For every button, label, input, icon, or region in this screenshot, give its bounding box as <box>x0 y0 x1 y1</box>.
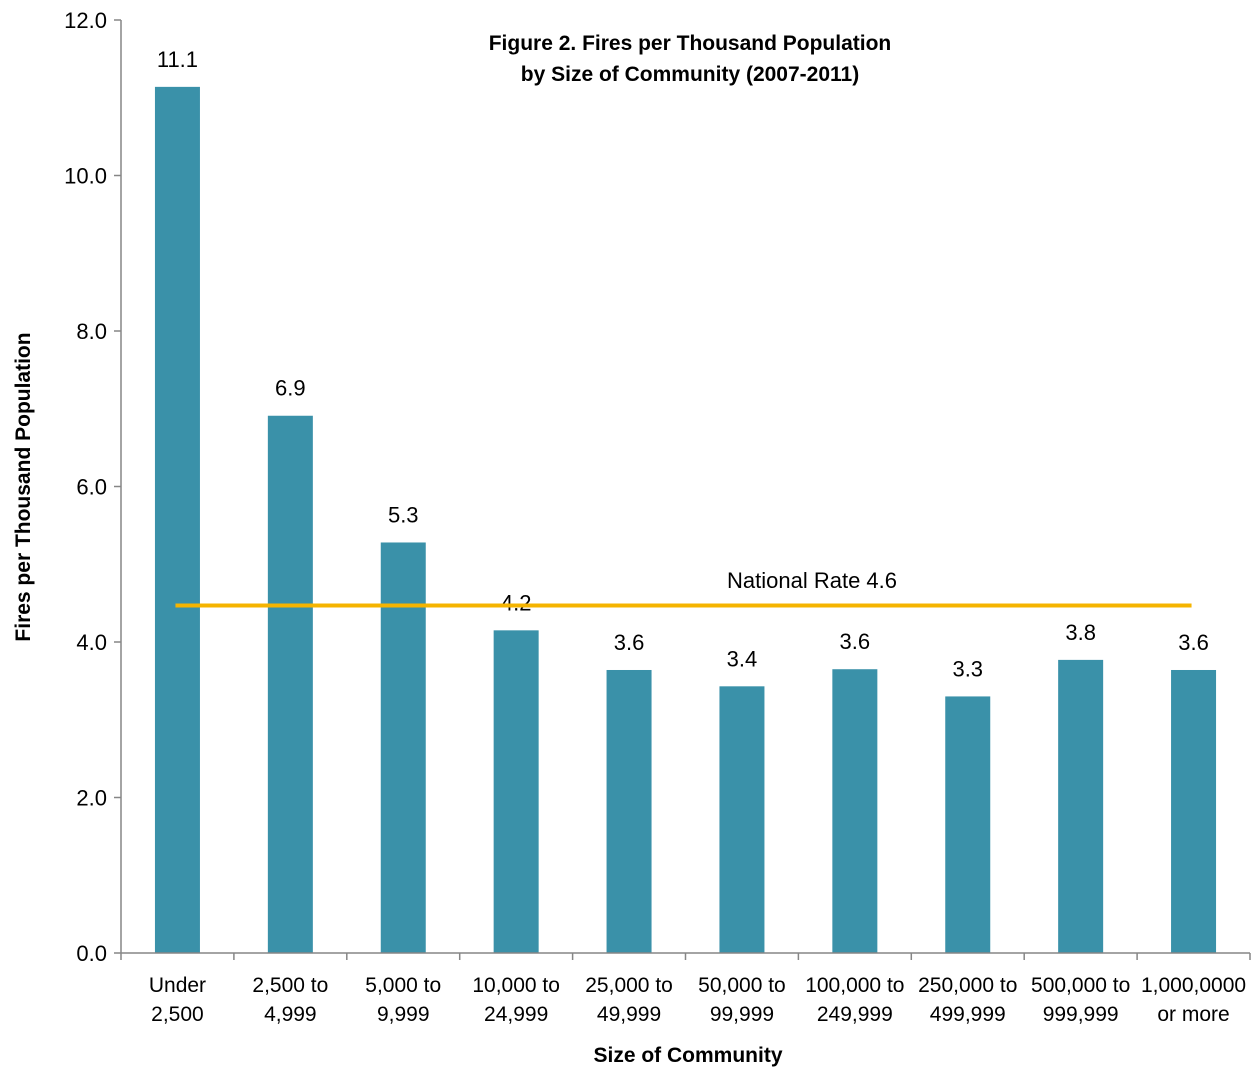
x-category-label: 999,999 <box>1043 1003 1119 1026</box>
x-category-label: 10,000 to <box>472 974 560 997</box>
data-label: 11.1 <box>157 47 198 72</box>
x-category-label: 4,999 <box>264 1003 317 1026</box>
chart-title-line-2: by Size of Community (2007-2011) <box>521 63 859 86</box>
y-tick-label: 2.0 <box>76 786 107 811</box>
x-category-label: 100,000 to <box>805 974 904 997</box>
x-category-label: 49,999 <box>597 1003 661 1026</box>
bar <box>493 630 539 953</box>
y-tick-label: 8.0 <box>76 319 107 344</box>
bar <box>267 415 313 953</box>
data-label: 3.3 <box>952 656 983 681</box>
y-axis: 0.0 2.0 4.0 6.0 8.0 10.0 12.0 <box>64 8 122 966</box>
bar <box>945 696 991 953</box>
x-category-label: 1,000,0000 <box>1141 974 1246 997</box>
data-label: 6.9 <box>275 376 306 401</box>
bar <box>1058 659 1104 953</box>
x-category-label: 250,000 to <box>918 974 1017 997</box>
data-label: 3.4 <box>727 646 758 671</box>
y-tick-label: 12.0 <box>64 8 107 33</box>
x-category-label: 2,500 <box>151 1003 204 1026</box>
data-label: 3.6 <box>840 629 871 654</box>
data-label: 3.8 <box>1065 620 1096 645</box>
data-label: 4.2 <box>501 590 532 615</box>
data-label: 3.6 <box>1178 630 1209 655</box>
x-category-label: 9,999 <box>377 1003 430 1026</box>
bar <box>1171 669 1217 953</box>
x-category-label: or more <box>1157 1003 1229 1026</box>
x-category-label: 2,500 to <box>252 974 328 997</box>
chart-title-line-1: Figure 2. Fires per Thousand Population <box>489 32 892 55</box>
x-category-label: 249,999 <box>817 1003 893 1026</box>
bar <box>154 86 200 954</box>
x-category-label: Under <box>149 974 206 997</box>
x-category-label: 99,999 <box>710 1003 774 1026</box>
y-axis-title: Fires per Thousand Population <box>12 332 35 641</box>
data-label: 5.3 <box>388 502 419 527</box>
bar <box>380 542 426 953</box>
national-rate-label: National Rate 4.6 <box>727 568 897 593</box>
bar-series: 11.1 6.9 5.3 4.2 3.6 3.4 3.6 3.3 3.8 3.6 <box>154 47 1217 954</box>
bar <box>719 686 765 953</box>
x-category-label: 24,999 <box>484 1003 548 1026</box>
y-tick-label: 6.0 <box>76 475 107 500</box>
x-axis-title: Size of Community <box>593 1044 782 1067</box>
x-category-label: 500,000 to <box>1031 974 1130 997</box>
data-label: 3.6 <box>614 630 645 655</box>
x-category-label: 25,000 to <box>585 974 673 997</box>
x-category-label: 50,000 to <box>698 974 786 997</box>
bar <box>606 669 652 953</box>
bar <box>832 669 878 953</box>
y-tick-label: 10.0 <box>64 164 107 189</box>
x-category-label: 499,999 <box>930 1003 1006 1026</box>
x-category-label: 5,000 to <box>365 974 441 997</box>
x-axis: Under 2,500 2,500 to 4,999 5,000 to 9,999 10,0… <box>120 952 1251 1026</box>
y-tick-label: 4.0 <box>76 630 107 655</box>
y-tick-label: 0.0 <box>76 941 107 966</box>
